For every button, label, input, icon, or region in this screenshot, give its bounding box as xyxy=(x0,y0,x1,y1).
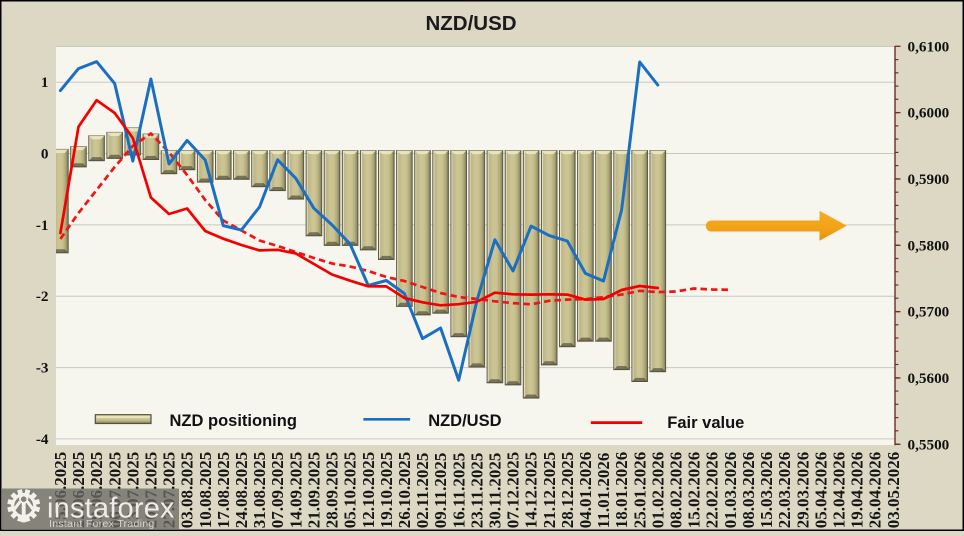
svg-text:05.10.2025: 05.10.2025 xyxy=(341,452,360,529)
svg-text:16.11.2025: 16.11.2025 xyxy=(449,453,468,529)
svg-text:24.08.2025: 24.08.2025 xyxy=(232,452,251,529)
svg-text:0: 0 xyxy=(41,146,49,163)
svg-text:NZD positioning: NZD positioning xyxy=(170,412,297,430)
svg-text:22.03.2026: 22.03.2026 xyxy=(775,452,794,529)
svg-text:12.10.2025: 12.10.2025 xyxy=(359,452,378,529)
svg-text:NZD/USD: NZD/USD xyxy=(425,12,516,35)
svg-text:25.01.2026: 25.01.2026 xyxy=(630,452,649,529)
svg-text:03.08.2025: 03.08.2025 xyxy=(178,452,197,529)
svg-text:03.05.2026: 03.05.2026 xyxy=(884,452,903,529)
svg-text:15.02.2026: 15.02.2026 xyxy=(685,452,704,529)
svg-text:07.12.2025: 07.12.2025 xyxy=(504,452,523,529)
svg-text:0,5800: 0,5800 xyxy=(908,237,950,254)
svg-text:0,5700: 0,5700 xyxy=(908,304,950,321)
svg-text:19.04.2026: 19.04.2026 xyxy=(848,452,867,529)
svg-text:26.04.2026: 26.04.2026 xyxy=(866,452,885,529)
svg-text:29.03.2026: 29.03.2026 xyxy=(793,452,812,529)
svg-text:0,5600: 0,5600 xyxy=(908,370,950,387)
svg-text:02.11.2025: 02.11.2025 xyxy=(413,453,432,529)
svg-text:Instant Forex Trading: Instant Forex Trading xyxy=(49,518,155,530)
svg-text:0,6100: 0,6100 xyxy=(908,38,950,55)
svg-text:-2: -2 xyxy=(36,288,49,305)
svg-text:30.11.2025: 30.11.2025 xyxy=(486,453,505,529)
svg-text:NZD/USD: NZD/USD xyxy=(428,412,501,430)
svg-text:28.09.2025: 28.09.2025 xyxy=(323,452,342,529)
svg-text:-1: -1 xyxy=(36,217,49,234)
svg-text:08.03.2026: 08.03.2026 xyxy=(739,452,758,529)
svg-text:23.11.2025: 23.11.2025 xyxy=(467,453,486,529)
svg-text:09.11.2025: 09.11.2025 xyxy=(431,453,450,529)
svg-text:05.04.2026: 05.04.2026 xyxy=(811,452,830,529)
svg-text:14.12.2025: 14.12.2025 xyxy=(522,452,541,529)
svg-text:31.08.2025: 31.08.2025 xyxy=(250,452,269,529)
svg-text:0,5500: 0,5500 xyxy=(908,436,950,453)
svg-text:22.02.2026: 22.02.2026 xyxy=(703,452,722,529)
svg-text:19.10.2025: 19.10.2025 xyxy=(377,452,396,529)
svg-text:04.01.2026: 04.01.2026 xyxy=(576,452,595,529)
svg-text:12.04.2026: 12.04.2026 xyxy=(830,452,849,529)
svg-text:Fair value: Fair value xyxy=(667,414,744,432)
svg-text:01.02.2026: 01.02.2026 xyxy=(648,452,667,529)
svg-text:-4: -4 xyxy=(36,431,49,448)
svg-text:11.01.2026: 11.01.2026 xyxy=(594,453,613,529)
svg-text:instaforex: instaforex xyxy=(47,493,175,525)
svg-text:21.12.2025: 21.12.2025 xyxy=(540,452,559,529)
svg-text:18.01.2026: 18.01.2026 xyxy=(612,452,631,529)
svg-text:0,6000: 0,6000 xyxy=(908,105,950,122)
svg-text:07.09.2025: 07.09.2025 xyxy=(268,452,287,529)
svg-text:-3: -3 xyxy=(36,360,49,377)
svg-text:08.02.2026: 08.02.2026 xyxy=(667,452,686,529)
svg-text:1: 1 xyxy=(41,74,49,91)
svg-text:17.08.2025: 17.08.2025 xyxy=(214,452,233,529)
svg-text:14.09.2025: 14.09.2025 xyxy=(286,452,305,529)
svg-text:10.08.2025: 10.08.2025 xyxy=(196,452,215,529)
svg-text:28.12.2025: 28.12.2025 xyxy=(558,452,577,529)
svg-text:01.03.2026: 01.03.2026 xyxy=(721,452,740,529)
svg-text:26.10.2025: 26.10.2025 xyxy=(395,452,414,529)
svg-text:15.03.2026: 15.03.2026 xyxy=(757,452,776,529)
svg-text:21.09.2025: 21.09.2025 xyxy=(305,452,324,529)
svg-text:0,5900: 0,5900 xyxy=(908,171,950,188)
